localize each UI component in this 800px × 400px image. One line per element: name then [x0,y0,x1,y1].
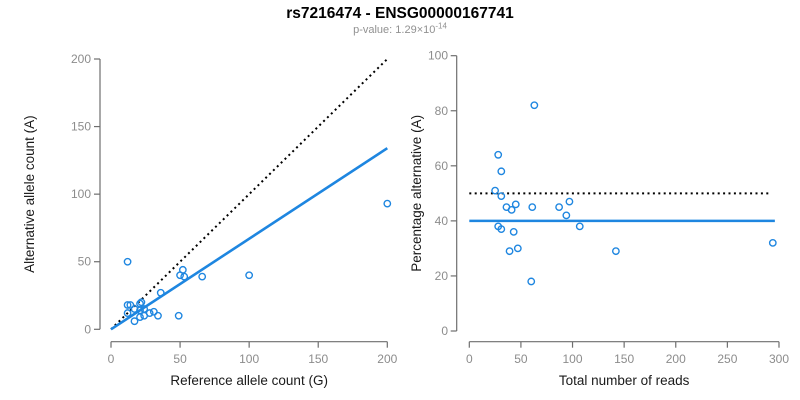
y-tick-label: 50 [78,255,92,269]
data-point [575,222,584,231]
data-point [198,272,207,281]
x-tick-label: 100 [563,352,583,366]
data-point [497,225,506,234]
data-point [507,205,516,214]
y-tick-label: 20 [435,269,449,283]
y-tick-label: 150 [71,120,91,134]
x-axis-title: Reference allele count (G) [170,373,328,388]
data-point [562,211,571,220]
y-axis-title: Alternative allele count (A) [22,115,37,273]
x-tick-label: 50 [173,352,187,366]
data-point [126,301,135,309]
data-point [156,288,165,297]
pvalue-exponent: -14 [435,21,447,31]
x-axis-title: Total number of reads [559,373,690,388]
regression-line [110,147,389,331]
identity-line [110,58,388,331]
y-tick-label: 60 [435,159,449,173]
data-point [509,227,518,236]
data-point [123,301,132,309]
x-tick-label: 0 [108,352,115,366]
data-point [528,203,537,212]
data-point [511,200,520,209]
data-point [245,271,254,280]
data-point [513,244,522,253]
y-axis-title: Percentage alternative (A) [410,115,424,272]
left-scatter-plot: 0 50 100 150 200 0 50 100 150 200 Reference allele… [22,52,398,388]
x-tick-label: 300 [769,352,789,366]
figure-subtitle: p-value: 1.29×10-14 [0,21,800,37]
y-tick-label: 40 [435,214,449,228]
data-point [123,309,132,317]
figure-header: rs7216474 - ENSG00000167741 p-value: 1.2… [0,4,800,37]
right-scatter-plot: 0 20 40 60 80 100 0 50 100 150 200 250 300 Total numb… [410,49,789,388]
data-point [123,257,132,266]
data-point [491,186,500,195]
data-point [137,298,146,307]
y-tick-label: 100 [71,187,91,201]
data-point [154,311,162,320]
pvalue-prefix: p-value: [353,24,396,36]
x-tick-label: 150 [614,352,634,366]
x-tick-label: 200 [377,352,397,366]
x-tick-label: 200 [666,352,686,366]
pvalue-mantissa: 1.29×10 [395,24,436,36]
data-point [174,311,183,320]
x-tick-label: 50 [514,352,528,366]
data-point [180,272,189,281]
data-point [497,192,506,201]
data-point [176,271,184,280]
data-point [505,247,514,256]
x-tick-label: 0 [466,352,473,366]
data-point [611,247,620,256]
y-tick-label: 80 [435,104,449,118]
y-tick-label: 200 [71,52,91,66]
data-point [768,239,777,247]
data-point [149,307,158,316]
data-point [130,317,139,326]
data-point [565,197,574,206]
data-point [140,311,149,320]
data-point [530,101,539,110]
data-point [383,199,392,208]
data-point [527,277,536,286]
figure-title: rs7216474 - ENSG00000167741 [286,5,514,22]
y-tick-label: 100 [428,49,448,63]
y-tick-label: 0 [441,324,448,338]
data-point [494,150,503,159]
data-point [555,203,564,212]
x-tick-label: 100 [239,352,259,366]
data-point [136,313,144,322]
x-tick-label: 250 [717,352,737,366]
x-tick-label: 150 [308,352,328,366]
y-tick-label: 0 [84,322,91,336]
data-point [497,167,506,176]
